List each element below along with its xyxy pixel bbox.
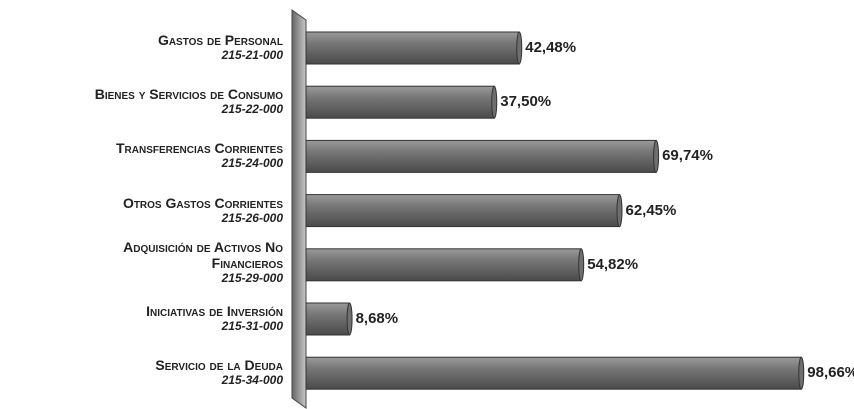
value-label: 62,45% [625,201,677,219]
bar-end [516,31,523,65]
category-code: 215-21-000 [221,48,283,62]
bar-end [798,356,805,390]
bar-end [578,248,585,282]
bar [305,356,802,390]
category-name: Iniciativas de Inversión [146,303,283,319]
category-label: Servicio de la Deuda 215-34-000 [155,357,283,387]
category-code: 215-24-000 [221,156,283,171]
category-name: Gastos de Personal [157,32,283,48]
category-code: 215-22-000 [221,102,283,117]
value-label: 54,82% [587,255,639,273]
value-label: 42,48% [525,39,577,56]
value-label: 37,50% [500,93,552,111]
category-label: Adquisición de Activos No Financieros 215… [123,239,283,285]
bar [305,85,495,119]
category-code: 215-34-000 [221,373,283,388]
category-label: Bienes y Servicios de Consumo 215-22-000 [95,86,283,116]
bar-end [616,194,623,228]
category-label: Gastos de Personal 215-21-000 [158,32,283,62]
category-label: Transferencias Corrientes 215-24-000 [116,140,283,170]
value-label: 8,68% [355,310,399,327]
bar [305,194,620,228]
bar-end [653,139,660,173]
category-name: Otros Gastos Corrientes [122,194,283,211]
category-name: Adquisición de Activos No Financieros [123,238,283,271]
category-name: Servicio de la Deuda [155,357,283,374]
category-name: Transferencias Corrientes [115,140,283,157]
category-code: 215-29-000 [221,270,283,285]
axis-wall [291,9,307,409]
category-label: Otros Gastos Corrientes 215-26-000 [123,195,283,225]
bar-end [346,302,353,336]
bar-end [491,85,498,119]
bar [305,31,520,65]
value-label: 69,74% [662,147,713,165]
bar [305,302,351,336]
category-code: 215-31-000 [221,319,283,333]
category-name: Bienes y Servicios de Consumo [94,86,283,103]
category-code: 215-26-000 [221,210,283,225]
bar [305,248,582,282]
category-label: Iniciativas de Inversión 215-31-000 [146,303,283,333]
bar [305,139,657,173]
value-label: 98,66% [807,364,854,382]
